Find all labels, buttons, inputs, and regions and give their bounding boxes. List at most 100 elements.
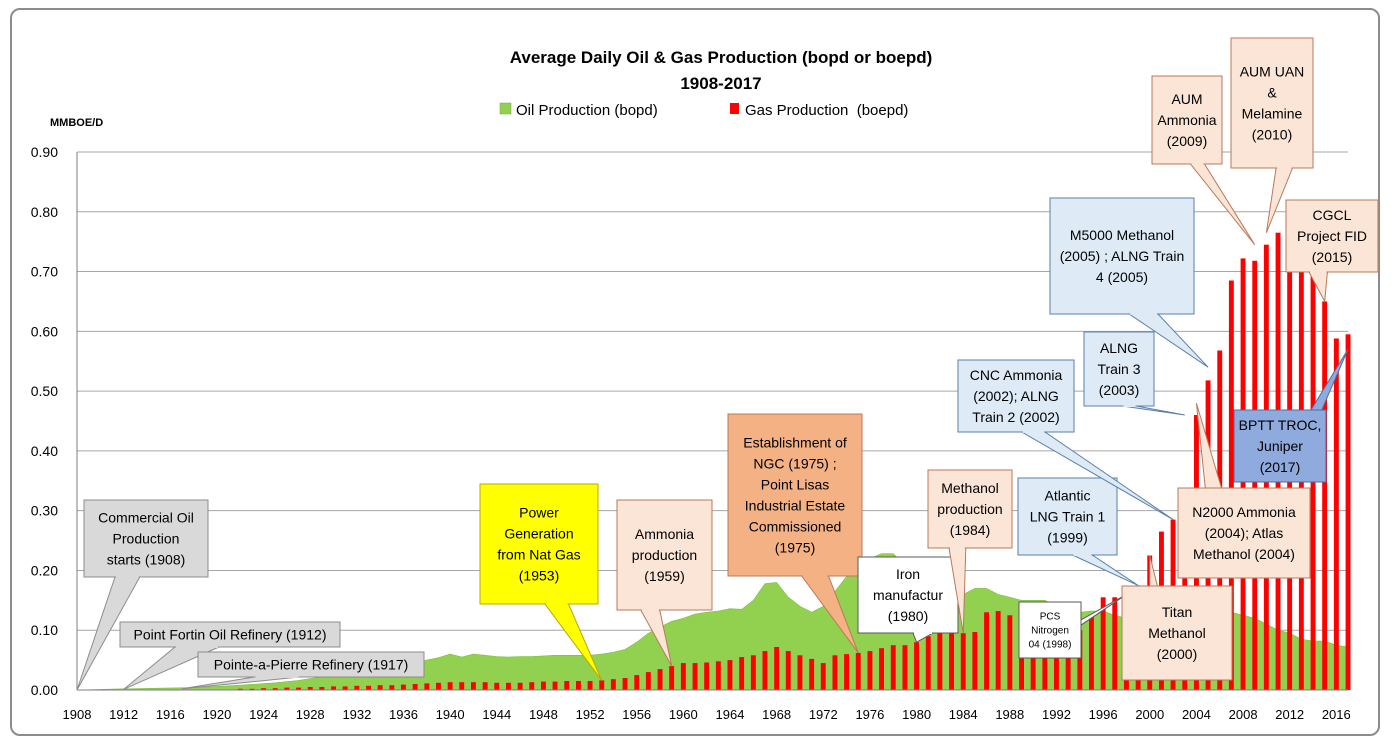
gas-bar bbox=[541, 681, 546, 690]
gas-bar bbox=[914, 642, 919, 690]
x-tick-label: 1944 bbox=[482, 707, 511, 722]
callout-text: (2003) bbox=[1099, 382, 1139, 398]
legend-gas-label: Gas Production (boepd) bbox=[745, 102, 908, 119]
gas-bar bbox=[436, 682, 441, 690]
callout-ammonia-1959: Ammonia production (1959) bbox=[616, 499, 713, 667]
callout-text: CGCL bbox=[1313, 207, 1352, 223]
gas-bar bbox=[261, 688, 266, 690]
y-tick-label: 0.30 bbox=[31, 503, 58, 519]
gas-bar bbox=[1100, 597, 1106, 690]
callout-text: Point Lisas bbox=[761, 477, 829, 493]
gas-bar bbox=[1112, 597, 1118, 690]
callout-pointer bbox=[1189, 163, 1256, 246]
callout-text: BPTT TROC, bbox=[1239, 417, 1322, 433]
callout-text: (2017) bbox=[1260, 459, 1300, 475]
callout-box bbox=[119, 621, 341, 648]
gas-bar bbox=[750, 655, 756, 690]
gas-bar bbox=[482, 682, 488, 690]
callout-text: (1980) bbox=[888, 608, 928, 624]
callout-cgcl: CGCL Project FID (2015) bbox=[1285, 199, 1379, 304]
gas-bar bbox=[272, 688, 278, 690]
callout-text: AUM bbox=[1171, 91, 1202, 107]
callout-text: Industrial Estate bbox=[745, 498, 846, 514]
gas-bar bbox=[645, 672, 651, 690]
callout-text: (2009) bbox=[1167, 133, 1207, 149]
gas-bar bbox=[809, 658, 815, 690]
gas-bar bbox=[447, 682, 453, 690]
callout-text: Commercial Oil bbox=[98, 510, 194, 526]
callout-text: (1984) bbox=[950, 522, 990, 538]
gas-bar bbox=[984, 612, 989, 690]
callout-text: (1959) bbox=[644, 568, 684, 584]
callout-text: Point Fortin Oil Refinery (1912) bbox=[134, 627, 327, 643]
x-tick-label: 1996 bbox=[1089, 707, 1118, 722]
x-tick-label: 1948 bbox=[529, 707, 558, 722]
legend-oil-swatch bbox=[499, 102, 512, 115]
gas-bar bbox=[704, 662, 710, 690]
gas-bar bbox=[354, 685, 360, 690]
gas-bar bbox=[785, 651, 791, 690]
callout-box bbox=[1151, 75, 1223, 165]
gas-bar bbox=[366, 685, 371, 690]
x-tick-label: 2008 bbox=[1229, 707, 1258, 722]
callout-text: Atlantic bbox=[1045, 488, 1091, 504]
x-tick-label: 1936 bbox=[389, 707, 418, 722]
callout-text: Train 2 (2002) bbox=[972, 409, 1059, 425]
gas-bar bbox=[680, 663, 686, 690]
callout-text: Project FID bbox=[1297, 228, 1367, 244]
callout-text: Commissioned bbox=[749, 519, 842, 535]
x-tick-label: 1932 bbox=[342, 707, 371, 722]
callout-n2000: N2000 Ammonia (2004); Atlas Methanol (2004… bbox=[1177, 402, 1311, 579]
gas-bar bbox=[599, 680, 605, 690]
callout-cnc: CNC Ammonia (2002); ALNG Train 2 (2002) bbox=[957, 359, 1174, 521]
gas-bar bbox=[471, 682, 476, 690]
gas-bar bbox=[937, 633, 943, 690]
x-tick-label: 1956 bbox=[622, 707, 651, 722]
gas-bar bbox=[622, 678, 628, 690]
x-tick-label: 1964 bbox=[716, 707, 745, 722]
x-tick-label: 1916 bbox=[156, 707, 185, 722]
x-tick-label: 2012 bbox=[1275, 707, 1304, 722]
callout-alng3: ALNG Train 3 (2003) bbox=[1083, 331, 1185, 416]
callout-text: Pointe-a-Pierre Refinery (1917) bbox=[214, 657, 409, 673]
x-tick-label: 2000 bbox=[1135, 707, 1164, 722]
x-tick-label: 1928 bbox=[296, 707, 325, 722]
callout-text: (2015) bbox=[1312, 249, 1352, 265]
callout-text: N2000 Ammonia bbox=[1192, 504, 1296, 520]
callout-m5000: M5000 Methanol (2005) ; ALNG Train 4 (2005… bbox=[1049, 197, 1209, 368]
gas-bar bbox=[774, 647, 780, 690]
callout-box bbox=[857, 556, 959, 634]
gas-bar bbox=[692, 663, 698, 690]
callout-pointer bbox=[1122, 405, 1185, 416]
gas-bar bbox=[517, 682, 523, 690]
gas-bar bbox=[1042, 630, 1048, 690]
gas-bar bbox=[401, 684, 406, 690]
legend-oil-label: Oil Production (bopd) bbox=[516, 102, 658, 119]
callout-text: (2000) bbox=[1157, 646, 1197, 662]
y-tick-label: 0.40 bbox=[31, 443, 58, 459]
callout-box bbox=[83, 499, 209, 578]
y-tick-label: 0.10 bbox=[31, 622, 58, 638]
gas-bar bbox=[249, 688, 255, 690]
gas-bar bbox=[610, 679, 616, 690]
gas-bar bbox=[657, 669, 663, 690]
callout-text: PCS bbox=[1040, 612, 1061, 623]
callout-text: (2004); Atlas bbox=[1205, 525, 1284, 541]
callout-text: (2010) bbox=[1252, 127, 1292, 143]
gas-bar bbox=[902, 645, 908, 690]
gas-bar bbox=[879, 648, 884, 690]
x-tick-labels: 1908 1912 1916 1920 1924 1928 1932 1936 1940 1944… bbox=[63, 707, 1351, 722]
callout-box bbox=[616, 499, 713, 611]
gas-bar bbox=[1228, 280, 1234, 690]
callout-box bbox=[957, 359, 1075, 433]
y-tick-label: 0.70 bbox=[31, 264, 58, 280]
gas-bar bbox=[727, 660, 733, 690]
x-tick-label: 1960 bbox=[669, 707, 698, 722]
callout-box bbox=[1018, 601, 1082, 659]
y-tick-labels: 0.00 0.10 0.20 0.30 0.40 0.50 0.60 0.70 0.80 0.90 bbox=[31, 144, 58, 698]
callout-box bbox=[1177, 487, 1311, 579]
gas-bar bbox=[1077, 630, 1083, 690]
callout-text: Production bbox=[113, 531, 180, 547]
x-tick-label: 1976 bbox=[855, 707, 884, 722]
gas-bar bbox=[1054, 627, 1059, 690]
